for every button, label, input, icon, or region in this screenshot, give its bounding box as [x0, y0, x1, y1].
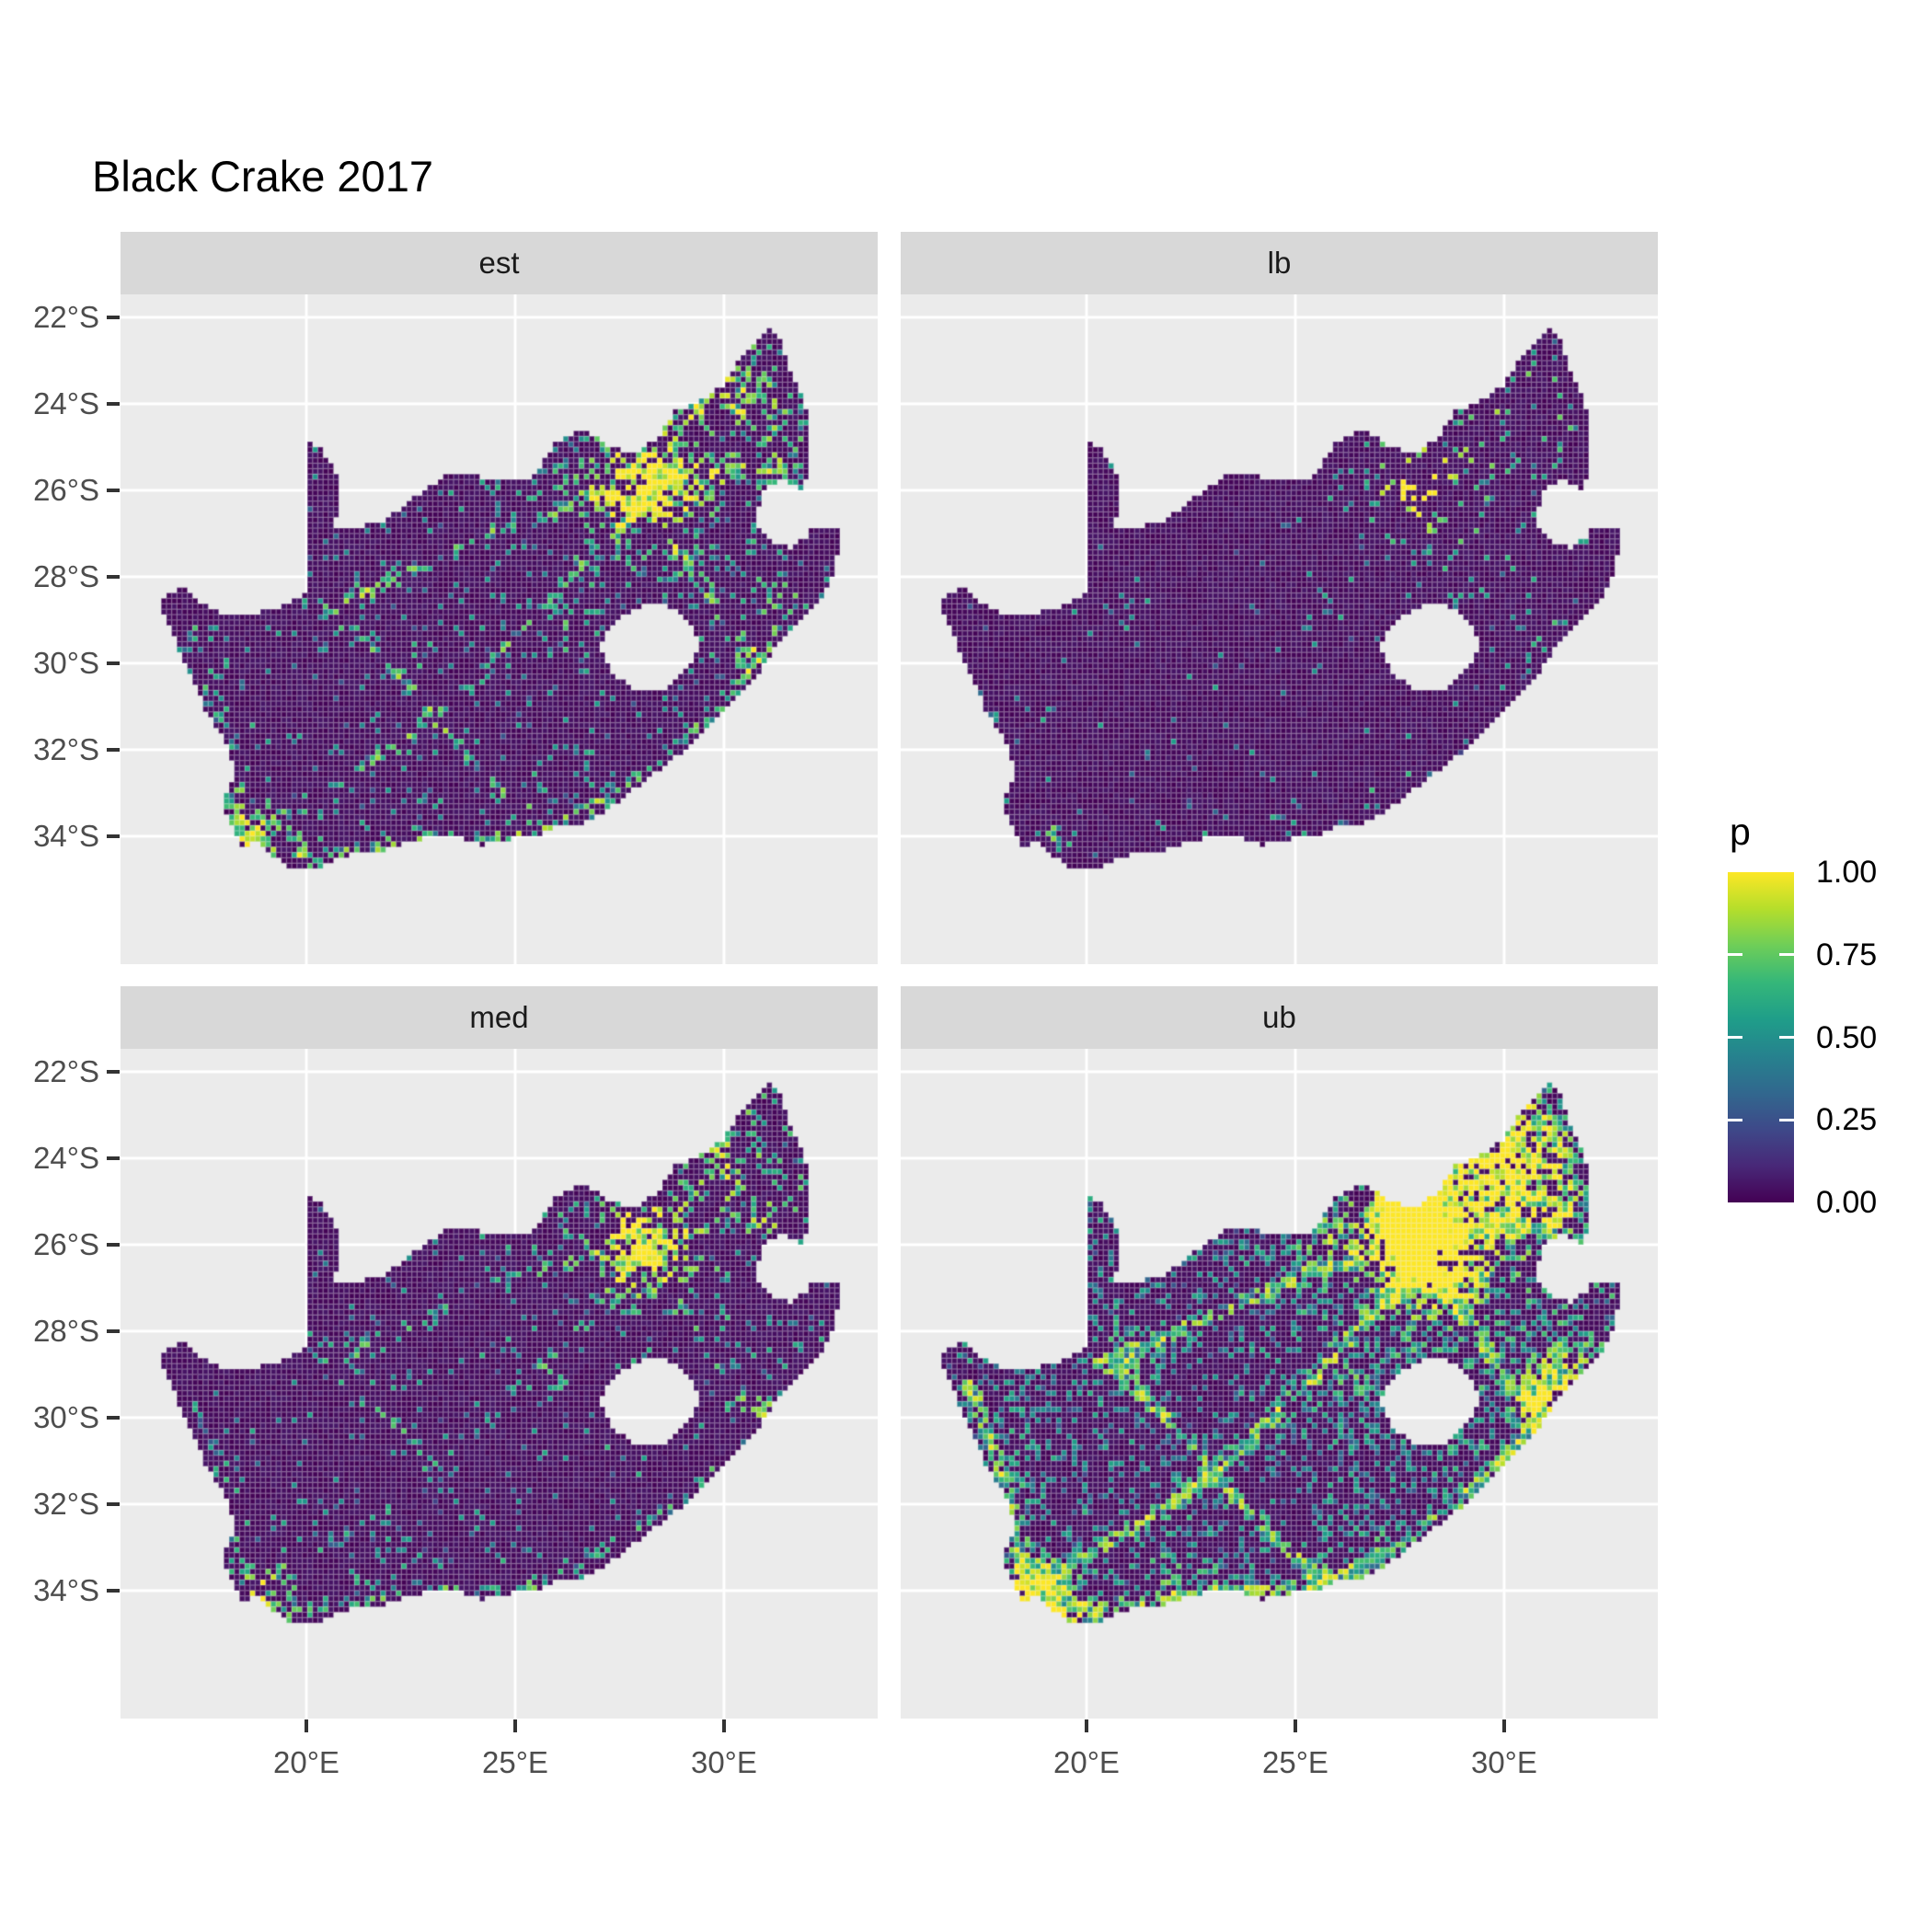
x-tick-label: 25°E	[1262, 1745, 1328, 1779]
x-tick-mark	[721, 1719, 726, 1732]
facet-strip-est: est	[121, 232, 878, 294]
y-tick-mark	[107, 574, 120, 579]
facet-strip-ub: ub	[901, 986, 1658, 1049]
y-tick-label: 30°S	[33, 645, 99, 680]
y-tick-mark	[107, 834, 120, 838]
x-tick-label: 30°E	[1470, 1745, 1537, 1779]
y-tick-mark	[107, 1415, 120, 1420]
y-tick-mark	[107, 1328, 120, 1333]
x-tick-label: 20°E	[1053, 1745, 1120, 1779]
y-tick-mark	[107, 747, 120, 752]
legend-bar-tick	[1779, 1036, 1794, 1039]
y-tick-label: 26°S	[33, 472, 99, 507]
y-tick-mark	[107, 1588, 120, 1593]
y-tick-label: 26°S	[33, 1226, 99, 1261]
legend-bar-tick	[1779, 953, 1794, 957]
legend-bar-tick	[1728, 1036, 1742, 1039]
legend-title: p	[1730, 811, 1751, 853]
y-tick-mark	[107, 1501, 120, 1506]
y-tick-mark	[107, 1156, 120, 1160]
legend-bar-tick	[1728, 1118, 1742, 1121]
legend-tick-label: 0.75	[1816, 937, 1878, 972]
y-tick-label: 32°S	[33, 731, 99, 766]
x-tick-label: 20°E	[273, 1745, 339, 1779]
y-tick-mark	[107, 1242, 120, 1247]
map-panel-est	[121, 294, 878, 964]
y-tick-mark	[107, 488, 120, 492]
y-tick-label: 28°S	[33, 1313, 99, 1348]
x-tick-mark	[1501, 1719, 1506, 1732]
y-tick-label: 22°S	[33, 1053, 99, 1088]
y-tick-label: 34°S	[33, 818, 99, 853]
map-panel-lb	[901, 294, 1658, 964]
y-tick-label: 24°S	[33, 1140, 99, 1175]
facet-strip-label: lb	[1267, 246, 1292, 280]
map-panel-ub	[901, 1049, 1658, 1719]
y-tick-label: 32°S	[33, 1486, 99, 1521]
legend-tick-label: 0.25	[1816, 1102, 1878, 1138]
legend-colorbar	[1728, 872, 1794, 1202]
x-tick-mark	[305, 1719, 308, 1732]
y-tick-mark	[107, 315, 120, 319]
map-panel-med	[121, 1049, 878, 1719]
facet-strip-lb: lb	[901, 232, 1658, 294]
x-tick-mark	[1293, 1719, 1297, 1732]
legend-bar-tick	[1779, 1118, 1794, 1121]
facet-strip-med: med	[121, 986, 878, 1049]
legend-tick-label: 0.00	[1816, 1185, 1878, 1220]
y-tick-label: 34°S	[33, 1572, 99, 1607]
facet-strip-label: ub	[1262, 1000, 1296, 1034]
facet-strip-label: est	[478, 246, 520, 280]
legend-tick-label: 0.50	[1816, 1019, 1878, 1055]
facet-strip-label: med	[469, 1000, 529, 1034]
y-tick-label: 22°S	[33, 299, 99, 334]
x-tick-label: 30°E	[690, 1745, 757, 1779]
legend-tick-label: 1.00	[1816, 855, 1878, 890]
x-tick-mark	[512, 1719, 517, 1732]
y-tick-mark	[107, 1069, 120, 1074]
y-tick-mark	[107, 401, 120, 406]
chart-title: Black Crake 2017	[92, 152, 433, 201]
y-tick-mark	[107, 661, 120, 665]
legend-bar-tick	[1728, 953, 1742, 957]
x-tick-label: 25°E	[482, 1745, 548, 1779]
x-tick-mark	[1085, 1719, 1088, 1732]
y-tick-label: 30°S	[33, 1399, 99, 1434]
y-tick-label: 28°S	[33, 558, 99, 593]
y-tick-label: 24°S	[33, 385, 99, 420]
